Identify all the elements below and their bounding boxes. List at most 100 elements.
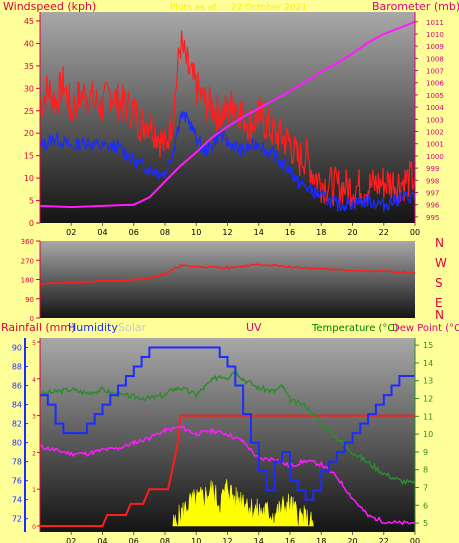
series-dew-point: [39, 424, 416, 526]
x-tick-label: 20: [347, 537, 357, 543]
x-tick-label: 00: [410, 228, 420, 237]
series-gust: [39, 30, 416, 207]
x-tick-label: 04: [97, 228, 107, 237]
series-solar: [172, 479, 314, 527]
barometer-tick-label: 1003: [426, 116, 444, 124]
humidity-tick-label: 78: [12, 458, 22, 467]
x-tick-label: 08: [160, 228, 170, 237]
barometer-axis-title: Barometer (mb): [372, 0, 459, 13]
x-tick-label: 12: [222, 228, 232, 237]
x-tick-label: 12: [222, 537, 232, 543]
x-tick-label: 06: [129, 228, 139, 237]
legend-rainfall: Rainfall (mm): [1, 321, 75, 334]
x-tick-label: 22: [379, 228, 389, 237]
windspeed-tick-label: 30: [24, 84, 34, 93]
barometer-tick-label: 1009: [426, 43, 444, 51]
direction-tick-label: 0: [30, 315, 34, 323]
compass-n-top: N: [435, 236, 444, 250]
x-tick-label: 18: [316, 537, 326, 543]
series-average: [39, 111, 416, 212]
rain-tick-label: 5: [32, 340, 36, 347]
windspeed-tick-label: 45: [24, 17, 34, 26]
humidity-tick-label: 76: [12, 477, 22, 486]
rain-tick-label: 4: [32, 377, 36, 384]
x-tick-label: 14: [254, 537, 264, 543]
barometer-tick-label: 1006: [426, 80, 444, 88]
x-tick-label: 14: [254, 228, 264, 237]
barometer-tick-label: 996: [426, 202, 440, 210]
temperature-tick-label: 14: [423, 359, 433, 368]
legend-solar: Solar: [118, 321, 147, 334]
humidity-tick-label: 90: [12, 344, 22, 353]
rain-tick-label: 2: [32, 450, 36, 457]
temperature-tick-label: 6: [423, 501, 428, 510]
legend-humidity: Humidity: [68, 321, 118, 334]
x-tick-label: 04: [97, 537, 107, 543]
rain-tick-label: 1: [32, 487, 36, 494]
rain-tick-label: 3: [32, 414, 36, 421]
barometer-tick-label: 1001: [426, 141, 444, 149]
x-tick-label: 16: [285, 228, 295, 237]
temperature-tick-label: 8: [423, 466, 428, 475]
barometer-tick-label: 1004: [426, 104, 444, 112]
temperature-tick-label: 10: [423, 430, 433, 439]
windspeed-tick-label: 35: [24, 62, 34, 71]
windspeed-plot-area: [40, 12, 415, 223]
barometer-tick-label: 997: [426, 190, 439, 198]
temperature-tick-label: 7: [423, 484, 428, 493]
humidity-tick-label: 84: [12, 401, 22, 410]
windspeed-tick-label: 15: [24, 152, 34, 161]
x-tick-label: 16: [285, 537, 295, 543]
barometer-tick-label: 1002: [426, 129, 444, 137]
legend-temperature: Temperature (°C): [311, 323, 398, 334]
compass-s: S: [435, 276, 443, 290]
x-tick-label: 08: [160, 537, 170, 543]
direction-tick-label: 360: [21, 238, 34, 246]
windspeed-tick-label: 5: [29, 197, 34, 206]
humidity-tick-label: 86: [12, 382, 22, 391]
series-direction: [39, 263, 416, 286]
humidity-tick-label: 74: [12, 496, 22, 505]
humidity-tick-label: 80: [12, 439, 22, 448]
x-tick-label: 22: [379, 537, 389, 543]
barometer-tick-label: 995: [426, 214, 439, 222]
rain-tick-label: 0: [32, 524, 36, 531]
humidity-tick-label: 82: [12, 420, 22, 429]
windspeed-tick-label: 0: [29, 219, 34, 228]
temperature-tick-label: 9: [423, 448, 428, 457]
x-tick-label: 02: [66, 228, 76, 237]
direction-tick-label: 180: [21, 277, 34, 285]
temperature-tick-label: 5: [423, 519, 428, 528]
x-tick-label: 18: [316, 228, 326, 237]
barometer-tick-label: 1007: [426, 68, 444, 76]
series-temperature: [39, 369, 416, 486]
series-barometer: [39, 20, 416, 209]
direction-tick-label: 270: [21, 257, 34, 265]
windspeed-tick-label: 40: [24, 39, 34, 48]
legend-uv: UV: [246, 321, 262, 334]
wind-direction-plot-area: [40, 241, 415, 318]
x-tick-label: 06: [129, 537, 139, 543]
humidity-tick-label: 72: [12, 515, 22, 524]
direction-tick-label: 90: [25, 296, 34, 304]
barometer-tick-label: 1011: [426, 19, 444, 27]
windspeed-tick-label: 20: [24, 129, 34, 138]
temperature-tick-label: 12: [423, 395, 433, 404]
tick-layer: 0510152025303540459959969979989991000100…: [12, 12, 444, 543]
barometer-tick-label: 1008: [426, 55, 444, 63]
windspeed-axis-title: Windspeed (kph): [3, 0, 96, 13]
barometer-tick-label: 999: [426, 165, 439, 173]
x-tick-label: 00: [410, 537, 420, 543]
humidity-tick-label: 88: [12, 363, 22, 372]
temperature-tick-label: 13: [423, 377, 433, 386]
barometer-tick-label: 1005: [426, 92, 444, 100]
chart-title: Plots as at ... 22 October 2021: [170, 3, 307, 13]
temperature-tick-label: 11: [423, 412, 433, 421]
series-layer: [39, 20, 416, 527]
x-tick-label: 10: [191, 537, 201, 543]
x-tick-label: 20: [347, 228, 357, 237]
legend-dewpoint: Dew Point (°C): [392, 323, 459, 334]
series-rainfall: [40, 414, 415, 527]
